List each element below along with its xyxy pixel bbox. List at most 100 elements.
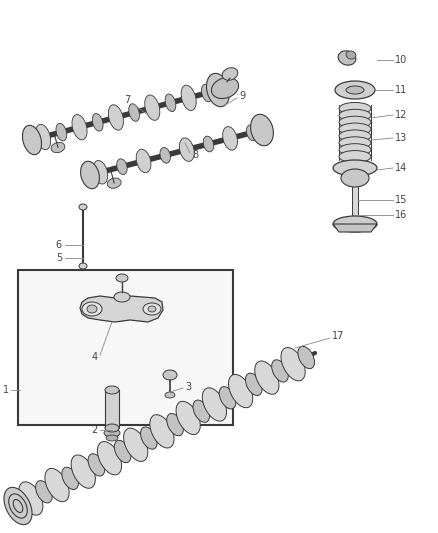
Ellipse shape [163, 370, 177, 380]
Ellipse shape [255, 361, 279, 394]
Ellipse shape [181, 85, 196, 110]
Ellipse shape [145, 95, 160, 120]
Text: 3: 3 [185, 382, 191, 392]
Ellipse shape [341, 169, 369, 187]
Text: 1: 1 [3, 385, 9, 395]
Ellipse shape [339, 137, 371, 149]
Ellipse shape [104, 429, 120, 437]
Text: 4: 4 [92, 352, 98, 362]
Ellipse shape [124, 428, 148, 462]
Ellipse shape [338, 51, 356, 65]
Ellipse shape [148, 306, 156, 312]
Ellipse shape [82, 302, 102, 316]
Ellipse shape [223, 127, 237, 150]
Text: 9: 9 [239, 91, 245, 101]
Ellipse shape [272, 360, 288, 382]
Ellipse shape [251, 114, 273, 146]
Ellipse shape [81, 161, 99, 189]
Ellipse shape [107, 178, 121, 188]
Text: 17: 17 [332, 331, 344, 341]
Ellipse shape [4, 487, 32, 524]
Ellipse shape [339, 116, 371, 128]
Ellipse shape [56, 123, 67, 141]
Ellipse shape [105, 424, 119, 432]
Ellipse shape [165, 94, 176, 111]
Ellipse shape [339, 123, 371, 135]
Text: 8: 8 [192, 150, 198, 160]
Bar [348, 175, 362, 187]
Ellipse shape [346, 51, 356, 59]
Ellipse shape [71, 455, 95, 488]
Text: 6: 6 [56, 240, 62, 250]
Bar [18, 270, 233, 425]
Text: 14: 14 [395, 163, 407, 173]
Ellipse shape [203, 136, 214, 152]
Polygon shape [333, 224, 377, 232]
Ellipse shape [93, 160, 108, 184]
Ellipse shape [79, 204, 87, 210]
Ellipse shape [167, 414, 184, 436]
Ellipse shape [180, 138, 194, 161]
Ellipse shape [160, 148, 170, 163]
Ellipse shape [114, 440, 131, 463]
Ellipse shape [150, 415, 174, 448]
Ellipse shape [45, 469, 69, 502]
Ellipse shape [247, 125, 257, 141]
Ellipse shape [92, 114, 103, 131]
Ellipse shape [219, 386, 236, 409]
Text: 16: 16 [395, 210, 407, 220]
Ellipse shape [79, 263, 87, 269]
Ellipse shape [176, 401, 200, 434]
Ellipse shape [281, 348, 305, 381]
Text: 15: 15 [395, 195, 407, 205]
Ellipse shape [87, 305, 97, 313]
Ellipse shape [201, 84, 212, 102]
Ellipse shape [9, 494, 27, 518]
Ellipse shape [346, 86, 364, 94]
Ellipse shape [114, 292, 130, 302]
Ellipse shape [165, 392, 175, 398]
Ellipse shape [108, 105, 124, 130]
Ellipse shape [202, 388, 226, 421]
Ellipse shape [51, 142, 65, 152]
Ellipse shape [339, 102, 371, 115]
Ellipse shape [116, 274, 128, 282]
Ellipse shape [72, 115, 87, 140]
Ellipse shape [339, 109, 371, 122]
Ellipse shape [19, 482, 43, 515]
Ellipse shape [97, 441, 122, 475]
Ellipse shape [88, 454, 105, 476]
Ellipse shape [333, 216, 377, 232]
Polygon shape [80, 296, 163, 322]
Ellipse shape [206, 74, 230, 107]
Ellipse shape [141, 427, 157, 449]
Ellipse shape [105, 386, 119, 394]
Ellipse shape [229, 374, 253, 408]
Text: 13: 13 [395, 133, 407, 143]
Ellipse shape [62, 467, 78, 489]
Ellipse shape [13, 499, 23, 513]
Ellipse shape [333, 160, 377, 176]
Ellipse shape [35, 124, 51, 150]
Ellipse shape [117, 159, 127, 174]
Text: 7: 7 [124, 95, 130, 105]
Ellipse shape [245, 373, 262, 395]
Ellipse shape [339, 150, 371, 163]
Ellipse shape [193, 400, 209, 422]
Text: 12: 12 [395, 110, 407, 120]
Ellipse shape [212, 77, 239, 99]
Text: 2: 2 [92, 425, 98, 435]
Ellipse shape [298, 346, 314, 369]
Ellipse shape [106, 435, 118, 441]
Text: 5: 5 [56, 253, 62, 263]
Bar [352, 185, 358, 218]
Ellipse shape [22, 125, 42, 155]
Text: 11: 11 [395, 85, 407, 95]
Ellipse shape [129, 104, 139, 122]
Ellipse shape [136, 149, 151, 173]
Text: 10: 10 [395, 55, 407, 65]
Ellipse shape [335, 81, 375, 99]
Ellipse shape [339, 130, 371, 142]
Ellipse shape [143, 303, 161, 315]
Bar [105, 390, 119, 428]
